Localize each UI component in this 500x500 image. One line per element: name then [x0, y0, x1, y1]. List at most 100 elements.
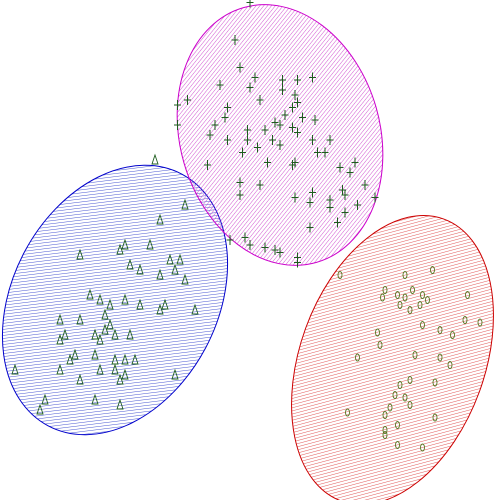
data-point: [156, 268, 164, 280]
data-point: [86, 288, 94, 300]
data-point: [402, 293, 408, 302]
data-point: [146, 238, 154, 250]
data-point: [326, 135, 334, 145]
data-point: [291, 90, 299, 100]
data-point: [355, 353, 360, 362]
data-point: [136, 263, 144, 275]
data-point: [291, 192, 299, 203]
data-point: [462, 316, 468, 324]
data-point: [341, 207, 349, 218]
data-point: [111, 363, 119, 375]
data-point: [311, 115, 319, 125]
data-point: [116, 243, 124, 255]
data-point: [241, 232, 249, 243]
cluster-3-points: [337, 266, 483, 452]
data-point: [116, 373, 124, 385]
data-point: [289, 160, 296, 170]
data-point: [191, 303, 199, 315]
data-point: [281, 110, 289, 120]
data-point: [131, 353, 139, 365]
data-point: [321, 147, 329, 158]
data-point: [56, 313, 64, 325]
cluster-1-points: [11, 153, 199, 415]
data-point: [420, 291, 425, 299]
data-point: [151, 153, 159, 165]
data-point: [447, 361, 453, 369]
data-point: [432, 413, 438, 422]
data-point: [425, 296, 430, 304]
data-point: [106, 298, 114, 310]
data-point: [91, 328, 99, 340]
data-point: [306, 222, 314, 233]
data-point: [392, 391, 398, 399]
data-point: [420, 321, 425, 329]
cluster-2-points: [174, 0, 379, 268]
data-point: [101, 308, 109, 320]
data-point: [216, 80, 224, 90]
data-point: [136, 298, 144, 310]
data-point: [346, 167, 354, 178]
data-point: [334, 217, 341, 228]
data-point: [397, 301, 403, 309]
data-point: [251, 72, 259, 83]
data-point: [66, 353, 74, 365]
data-point: [171, 263, 179, 275]
data-point: [271, 245, 279, 255]
data-point: [181, 273, 189, 285]
data-point: [341, 190, 349, 200]
data-point: [254, 142, 261, 153]
data-point: [395, 441, 400, 449]
data-point: [174, 120, 181, 130]
data-point: [166, 253, 174, 265]
data-point: [407, 376, 413, 384]
data-point: [402, 393, 408, 402]
data-point: [156, 303, 164, 315]
data-point: [61, 328, 69, 340]
data-point: [56, 363, 64, 375]
data-point: [56, 333, 64, 345]
data-point: [184, 95, 191, 105]
data-point: [382, 286, 388, 294]
data-point: [432, 378, 438, 387]
data-point: [264, 157, 271, 168]
data-point: [96, 333, 104, 345]
data-point: [244, 135, 251, 145]
data-point: [224, 102, 231, 113]
data-point: [211, 120, 219, 130]
data-point: [276, 247, 284, 258]
data-point: [71, 348, 79, 360]
data-point: [226, 235, 234, 245]
data-point: [289, 102, 296, 113]
data-point: [337, 271, 343, 279]
data-point: [76, 248, 84, 260]
data-point: [354, 200, 361, 210]
data-point: [294, 257, 301, 268]
data-point: [417, 301, 423, 309]
data-point: [221, 112, 229, 123]
data-point: [116, 398, 124, 410]
data-point: [412, 351, 418, 359]
data-point: [121, 368, 129, 380]
data-point: [289, 122, 296, 133]
data-point: [206, 130, 214, 140]
data-point: [345, 408, 350, 417]
data-point: [309, 187, 316, 198]
data-point: [294, 97, 301, 108]
data-point: [395, 291, 400, 299]
data-point: [279, 85, 286, 95]
data-point: [382, 431, 388, 439]
data-point: [361, 180, 369, 190]
data-point: [279, 75, 286, 85]
data-point: [224, 135, 231, 145]
data-point: [176, 253, 184, 265]
data-point: [256, 180, 264, 190]
data-point: [382, 426, 388, 434]
data-point: [271, 117, 279, 128]
data-point: [41, 393, 49, 405]
data-point: [306, 197, 314, 208]
data-point: [477, 318, 483, 327]
data-point: [156, 213, 164, 225]
data-point: [397, 381, 403, 389]
